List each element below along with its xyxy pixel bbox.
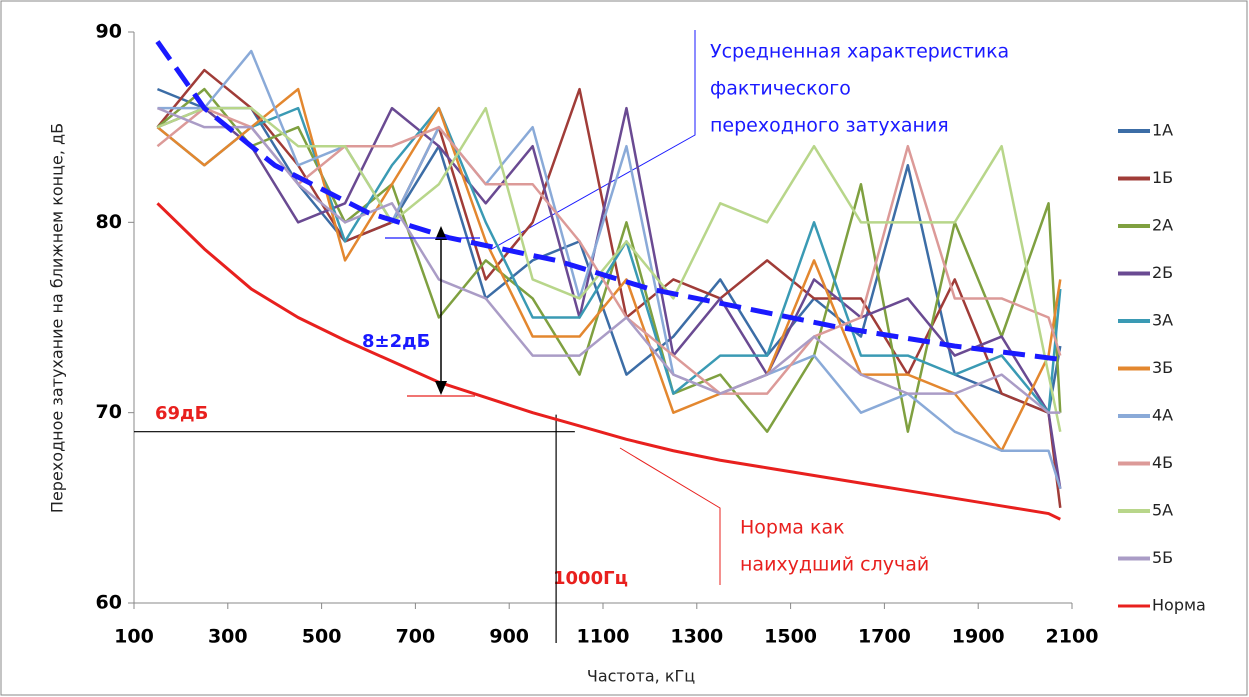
series-line: [156, 202, 1061, 521]
arrow-head: [435, 226, 447, 240]
legend-label: 1Б: [1152, 168, 1173, 187]
legend-label: 1А: [1152, 121, 1173, 140]
annotation-text: переходного затухания: [710, 115, 949, 137]
legend-label: 5А: [1152, 501, 1173, 520]
series-line: [156, 106, 1062, 489]
legend-label: 2Б: [1152, 263, 1173, 282]
annotation-text: фактического: [710, 78, 851, 100]
x-tick-label: 1500: [764, 626, 817, 648]
annotation-text: 1000Гц: [553, 568, 628, 589]
arrow-head: [435, 381, 447, 395]
series-line: [156, 87, 1062, 414]
y-tick-label: 60: [96, 592, 122, 614]
legend-label: 4А: [1152, 406, 1173, 425]
annotation-text: Норма как: [740, 517, 845, 539]
x-tick-label: 1300: [670, 626, 723, 648]
x-tick-label: 2100: [1046, 626, 1099, 648]
callout-line: [619, 447, 721, 585]
y-axis-label: Переходное затухание на ближнем конце, д…: [48, 123, 67, 513]
x-tick-label: 700: [396, 626, 436, 648]
legend-label: 3Б: [1152, 358, 1173, 377]
x-tick-label: 1700: [858, 626, 911, 648]
x-tick-label: 1100: [577, 626, 630, 648]
annotation-text: Усредненная характеристика: [710, 41, 1009, 63]
series-line: [156, 106, 1062, 432]
trend-line: [155, 40, 1061, 362]
legend-label: Норма: [1152, 596, 1206, 615]
y-tick-label: 70: [96, 401, 122, 423]
legend-label: 3А: [1152, 311, 1173, 330]
legend-label: 2А: [1152, 216, 1173, 235]
annotation-text: 69дБ: [155, 403, 208, 424]
callout-line: [489, 30, 696, 251]
series-line: [157, 49, 1062, 490]
x-tick-label: 300: [208, 626, 248, 648]
x-axis-label: Частота, кГц: [587, 667, 695, 686]
series-line: [156, 106, 1061, 414]
y-tick-label: 80: [96, 211, 122, 233]
x-tick-label: 900: [489, 626, 529, 648]
x-tick-label: 500: [302, 626, 342, 648]
legend-label: 5Б: [1152, 548, 1173, 567]
x-tick-label: 100: [114, 626, 154, 648]
legend-label: 4Б: [1152, 453, 1173, 472]
y-tick-label: 90: [96, 21, 122, 43]
annotation-text: 8±2дБ: [362, 331, 430, 352]
annotation-text: наихудший случай: [740, 554, 929, 576]
x-tick-label: 1900: [952, 626, 1005, 648]
